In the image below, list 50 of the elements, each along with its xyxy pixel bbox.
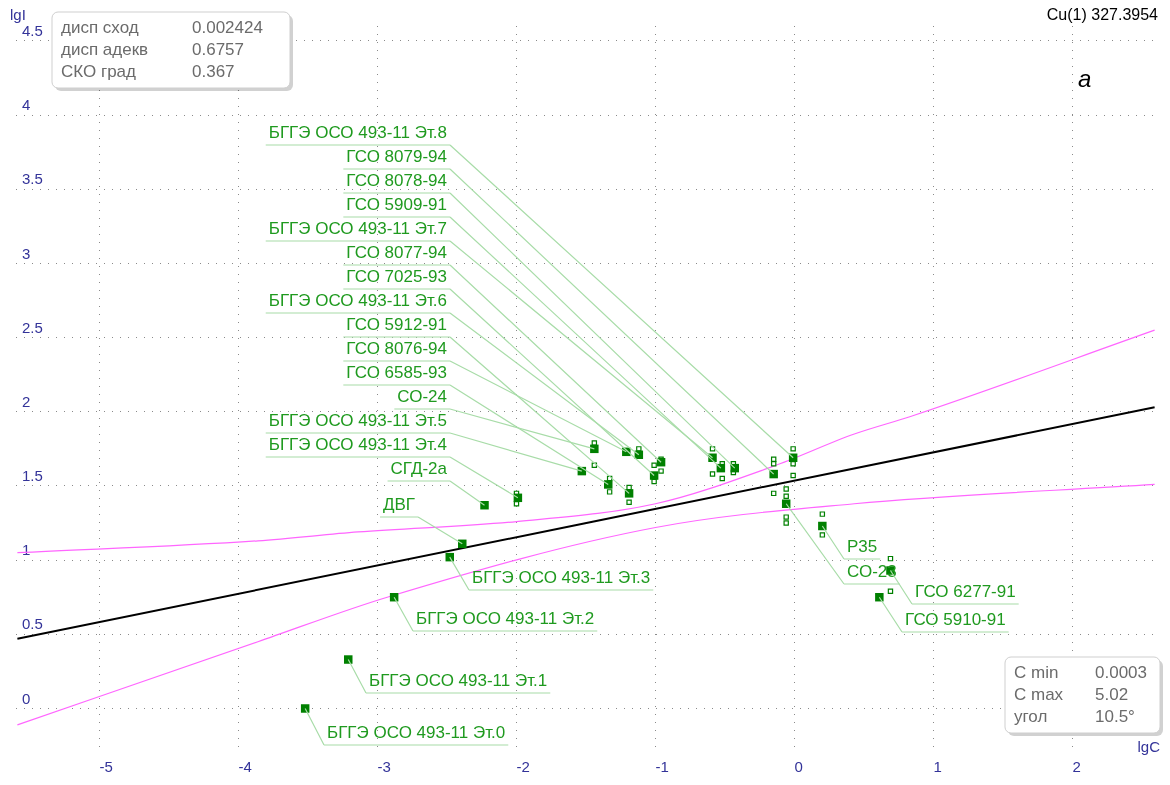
annotation: БГГЭ ОСО 493-11 Эт.7: [268, 218, 448, 238]
chart-title: Cu(1) 327.3954: [1046, 6, 1159, 24]
annotation: ГСО 6277-91: [915, 581, 1016, 601]
x-tick-label: -1: [655, 758, 669, 776]
x-tick-label: -4: [238, 758, 252, 776]
y-tick-label: 3: [22, 244, 31, 262]
annotation: ГСО 8077-94: [346, 242, 448, 262]
y-tick-label: 0.5: [22, 615, 43, 633]
x-tick-label: 2: [1072, 758, 1081, 776]
y-axis-title: lgI: [10, 6, 26, 24]
annotation: БГГЭ ОСО 493-11 Эт.6: [268, 290, 448, 310]
y-tick-label: 3.5: [22, 170, 43, 188]
annotation: БГГЭ ОСО 493-11 Эт.0: [327, 722, 506, 742]
annotation: БГГЭ ОСО 493-11 Эт.1: [369, 670, 548, 690]
text: C max 5.02: [1014, 684, 1129, 704]
x-tick-label: -3: [377, 758, 391, 776]
annotation: ДВГ: [383, 494, 416, 514]
y-tick-label: 2.5: [22, 318, 43, 336]
text: C min 0.0003: [1014, 662, 1147, 682]
annotation: ГСО 5912-91: [346, 314, 448, 334]
annotation: БГГЭ ОСО 493-11 Эт.3: [472, 567, 651, 587]
y-tick-label: 2: [22, 392, 31, 410]
annotation: ГСО 5909-91: [346, 194, 448, 214]
y-tick-label: 4.5: [22, 21, 43, 39]
annotation: БГГЭ ОСО 493-11 Эт.2: [416, 608, 595, 628]
annotation: ГСО 6585-93: [346, 362, 448, 382]
annotation: СГД-2а: [390, 458, 448, 478]
x-axis-title: lgC: [1137, 738, 1161, 756]
annotation: ГСО 7025-93: [346, 266, 448, 286]
annotation: ГСО 8078-94: [346, 170, 448, 190]
annotation: a: [1078, 64, 1092, 92]
annotation: БГГЭ ОСО 493-11 Эт.4: [268, 434, 448, 454]
text: дисп адекв 0.6757: [61, 39, 244, 59]
annotation: ГСО 8076-94: [346, 338, 448, 358]
annotation: ГСО 8079-94: [346, 146, 448, 166]
text: угол 10.5°: [1014, 706, 1135, 726]
text: СКО град 0.367: [61, 61, 235, 81]
y-tick-label: 1.5: [22, 467, 43, 485]
annotation: БГГЭ ОСО 493-11 Эт.8: [268, 122, 448, 142]
y-tick-label: 4: [22, 96, 31, 114]
annotation: БГГЭ ОСО 493-11 Эт.5: [268, 410, 448, 430]
y-tick-label: 0: [22, 689, 31, 707]
x-tick-label: 0: [794, 758, 803, 776]
annotation: Р35: [847, 536, 878, 556]
annotation: СО-24: [397, 386, 448, 406]
x-tick-label: 1: [933, 758, 942, 776]
annotation: ГСО 5910-91: [905, 609, 1006, 629]
x-tick-label: -2: [516, 758, 530, 776]
x-tick-label: -5: [99, 758, 113, 776]
text: дисп сход 0.002424: [61, 17, 263, 37]
